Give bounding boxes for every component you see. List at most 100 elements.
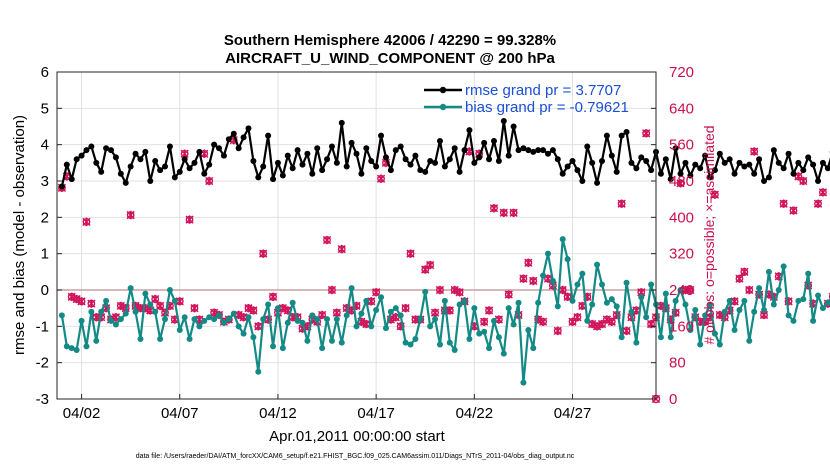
- obs-assimilated-marker: [190, 303, 199, 313]
- bias-point: [324, 316, 331, 323]
- obs-assimilated-marker: [504, 290, 513, 299]
- bias-point: [628, 308, 635, 315]
- rmse-point: [481, 139, 488, 146]
- rmse-point: [603, 132, 610, 139]
- bias-point: [166, 287, 173, 293]
- obs-assimilated-marker: [455, 288, 464, 297]
- bias-point: [289, 299, 296, 306]
- rmse-point: [343, 163, 350, 170]
- rmse-point: [201, 170, 208, 177]
- bias-point: [255, 368, 262, 375]
- bias-point: [191, 316, 198, 323]
- bias-point: [294, 317, 301, 324]
- bias-point: [476, 330, 483, 337]
- rmse-point: [127, 163, 134, 170]
- bias-point: [279, 345, 286, 352]
- rmse-point: [289, 165, 296, 172]
- left-tick-label: 5: [41, 100, 49, 117]
- obs-assimilated-marker: [430, 308, 440, 317]
- obs-assimilated-marker: [175, 297, 184, 306]
- obs-assimilated-marker: [519, 274, 528, 283]
- rmse-point: [579, 178, 586, 184]
- x-axis-ticks: 04/02 04/07 04/12 04/17 04/22 04/27: [63, 394, 592, 422]
- rmse-point: [181, 156, 188, 163]
- rmse-point: [500, 118, 507, 125]
- bias-point: [736, 306, 743, 313]
- bias-point: [157, 336, 164, 343]
- rmse-point: [761, 178, 768, 184]
- obs-assimilated-marker: [538, 317, 548, 326]
- bias-point: [412, 336, 419, 343]
- bias-point: [608, 296, 615, 303]
- bias-point: [520, 379, 527, 386]
- rmse-point: [486, 156, 493, 163]
- obs-assimilated-marker: [244, 303, 253, 313]
- rmse-point: [314, 145, 321, 152]
- bias-point: [382, 325, 389, 332]
- rmse-point: [490, 138, 497, 145]
- rmse-point: [270, 176, 277, 183]
- rmse-point: [58, 183, 65, 190]
- rmse-point: [88, 143, 95, 150]
- rmse-point: [216, 145, 223, 152]
- bias-point: [348, 285, 355, 292]
- rmse-point: [358, 170, 365, 177]
- right-tick-label: 720: [669, 64, 694, 81]
- obs-assimilated-marker: [426, 260, 435, 270]
- rmse-point: [166, 143, 173, 150]
- obs-layer: [57, 129, 830, 404]
- bias-point: [451, 346, 458, 353]
- rmse-point: [240, 134, 247, 141]
- obs-assimilated-marker: [254, 322, 263, 331]
- rmse-point: [554, 156, 561, 163]
- x-tick-label: 04/02: [63, 405, 101, 422]
- rmse-point: [613, 168, 620, 175]
- left-tick-label: -1: [36, 318, 49, 335]
- rmse-point: [707, 174, 714, 181]
- bias-point: [373, 306, 380, 313]
- bias-point: [697, 341, 704, 348]
- bias-point: [338, 339, 345, 346]
- bias-point: [73, 346, 80, 353]
- bias-point: [770, 301, 777, 308]
- rmse-point: [780, 165, 787, 172]
- rmse-point: [598, 158, 605, 165]
- rmse-point: [319, 167, 326, 174]
- rmse-point: [456, 168, 463, 175]
- bias-point: [68, 345, 75, 352]
- rmse-point: [495, 158, 502, 165]
- rmse-point: [171, 174, 178, 181]
- obs-assimilated-marker: [406, 249, 415, 258]
- bias-point: [240, 330, 247, 337]
- rmse-point: [466, 127, 473, 134]
- bias-point: [741, 297, 748, 304]
- rmse-point: [260, 163, 267, 170]
- obs-assimilated-marker: [710, 190, 720, 199]
- rmse-point: [265, 132, 272, 139]
- rmse-point: [549, 147, 556, 154]
- rmse-point: [73, 156, 80, 163]
- rmse-point: [230, 130, 237, 137]
- right-tick-label: 0: [669, 391, 677, 408]
- obs-assimilated-marker: [686, 285, 695, 295]
- rmse-point: [746, 161, 753, 168]
- bias-point: [672, 297, 679, 304]
- obs-assimilated-marker: [376, 174, 386, 183]
- bias-point: [751, 308, 758, 315]
- rmse-point: [83, 147, 90, 154]
- rmse-point: [648, 167, 655, 174]
- rmse-point: [235, 145, 242, 152]
- rmse-point: [108, 147, 115, 154]
- bias-point: [775, 287, 782, 293]
- bias-layer: [58, 236, 830, 386]
- bias-point: [83, 343, 90, 350]
- rmse-point: [667, 176, 674, 183]
- bias-point: [446, 339, 453, 346]
- bias-point: [245, 314, 252, 321]
- x-tick-label: 04/27: [554, 405, 592, 422]
- x-tick-label: 04/22: [456, 405, 494, 422]
- bias-point: [657, 334, 664, 341]
- right-tick-label: 320: [669, 246, 694, 263]
- bias-point: [142, 290, 149, 297]
- bias-point: [432, 316, 439, 323]
